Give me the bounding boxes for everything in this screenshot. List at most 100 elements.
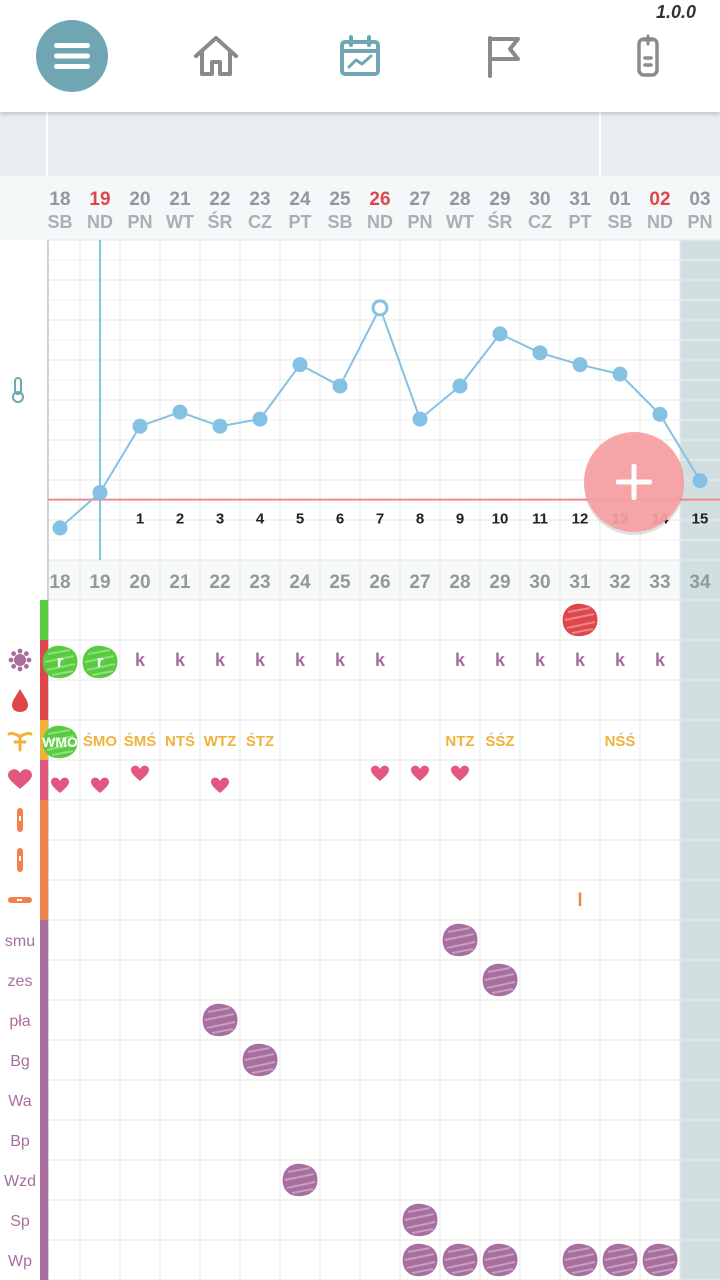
cycle-chart: 18SB19ND20PN21WT22ŚR23CZ24PT25SB26ND27PN…: [0, 112, 720, 1280]
date-dow: PT: [568, 212, 591, 232]
high-count-label: 7: [376, 511, 384, 528]
cell-text: k: [175, 650, 186, 670]
menu-icon: [54, 43, 90, 69]
heart-mark: [371, 765, 389, 781]
temperature-point-open: [371, 299, 389, 317]
high-count-label: 5: [296, 511, 304, 528]
cycle-day-number: 26: [369, 572, 390, 593]
row-color-strip: [40, 960, 48, 1000]
row-color-strip: [40, 1240, 48, 1280]
row-color-strip: [40, 880, 48, 920]
temperature-point: [292, 357, 308, 373]
cell-text: l: [577, 890, 582, 910]
high-count-label: 9: [456, 511, 464, 528]
high-count-label: 1: [136, 511, 144, 528]
cell-text: k: [455, 650, 466, 670]
cell-text: r: [97, 652, 104, 671]
cycle-day-number: 23: [249, 572, 270, 593]
test-stick-icon: [17, 848, 23, 872]
date-day: 28: [449, 189, 470, 210]
test-stick-icon: [17, 808, 23, 832]
row-color-strip: [40, 1080, 48, 1120]
temperature-point: [492, 326, 508, 342]
flag-tab-button[interactable]: [468, 20, 540, 92]
heart-mark: [131, 765, 149, 781]
date-dow: ND: [367, 212, 393, 232]
temperature-point: [92, 484, 108, 500]
date-dow: CZ: [248, 212, 272, 232]
cycle-day-number: 22: [209, 572, 230, 593]
heart-mark: [91, 777, 109, 793]
cell-text: NTZ: [445, 733, 474, 750]
date-header: [0, 176, 720, 240]
high-count-label: 4: [256, 511, 265, 528]
scribble-mark: [242, 1043, 278, 1077]
flag-icon: [488, 36, 520, 78]
cycle-day-number: 28: [449, 572, 470, 593]
date-dow: PN: [127, 212, 152, 232]
high-count-label: 15: [692, 511, 709, 528]
menu-button[interactable]: [36, 20, 108, 92]
high-count-label: 10: [492, 511, 509, 528]
temperature-point: [332, 378, 348, 394]
temperature-point: [212, 418, 228, 434]
home-button[interactable]: [180, 20, 252, 92]
date-dow: WT: [446, 212, 474, 232]
cell-text: ŚMO: [83, 732, 118, 750]
cycle-day-number: 18: [49, 572, 70, 593]
device-tab-button[interactable]: [612, 20, 684, 92]
row-label: Bg: [10, 1053, 30, 1070]
row-label: zes: [8, 973, 33, 990]
high-count-label: 8: [416, 511, 424, 528]
cell-text: k: [335, 650, 346, 670]
date-day: 22: [209, 189, 230, 210]
chart-tab-button[interactable]: [324, 20, 396, 92]
header-band: [0, 112, 720, 176]
calendar-chart-icon: [340, 35, 380, 76]
date-day: 18: [49, 189, 70, 210]
cycle-day-number: 29: [489, 572, 510, 593]
cycle-day-number: 27: [409, 572, 430, 593]
temperature-point: [252, 411, 268, 427]
add-entry-button[interactable]: [584, 432, 684, 535]
date-dow: ND: [87, 212, 113, 232]
cycle-day-number: 21: [169, 572, 191, 593]
row-label: smu: [5, 933, 35, 950]
cell-text: NTŚ: [165, 732, 195, 750]
scribble-mark: [482, 963, 518, 997]
temperature-point: [652, 406, 668, 422]
scribble-mark: [482, 1243, 518, 1277]
cell-text: k: [575, 650, 586, 670]
date-day: 02: [649, 189, 670, 210]
temperature-point: [172, 404, 188, 420]
date-dow: CZ: [528, 212, 552, 232]
cycle-day-number: 19: [89, 572, 110, 593]
scribble-mark: [202, 1003, 238, 1037]
row-color-strip: [40, 840, 48, 880]
row-color-strip: [40, 1000, 48, 1040]
high-count-label: 3: [216, 511, 224, 528]
date-day: 03: [689, 189, 710, 210]
scribble-mark: [562, 603, 598, 637]
row-label: pła: [9, 1013, 30, 1030]
date-dow: ŚR: [487, 211, 512, 232]
row-color-strip: [40, 680, 48, 720]
cell-text: k: [255, 650, 266, 670]
cell-text: k: [495, 650, 506, 670]
date-day: 31: [569, 189, 591, 210]
cell-text: NŚŚ: [605, 732, 636, 750]
date-dow: SB: [327, 212, 352, 232]
cycle-day-number: 25: [329, 572, 351, 593]
row-color-strip: [40, 760, 48, 800]
row-color-strip: [40, 1200, 48, 1240]
row-label: Wzd: [4, 1173, 36, 1190]
cell-text: k: [615, 650, 626, 670]
plus-icon: [616, 464, 652, 500]
row-color-strip: [40, 920, 48, 960]
scribble-mark: [402, 1203, 438, 1237]
heart-icon: [8, 769, 32, 789]
cell-text: ŚTZ: [246, 732, 274, 750]
row-label: Bp: [10, 1133, 30, 1150]
date-dow: SB: [607, 212, 632, 232]
